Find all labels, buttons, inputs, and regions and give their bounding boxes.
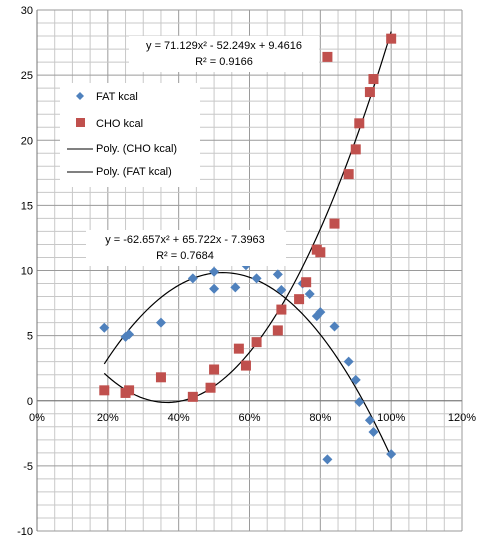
fat-point [276, 285, 287, 296]
fat-point [350, 374, 361, 385]
y-tick-label: 25 [21, 70, 33, 82]
data-points [99, 33, 397, 465]
fat-equation-annotation: y = -62.657x² + 65.722x - 7.3963 R² = 0.… [86, 230, 286, 266]
fat-equation-text: y = -62.657x² + 65.722x - 7.3963 [105, 234, 265, 246]
x-tick-label: 20% [97, 412, 119, 424]
cho-equation-box [129, 36, 319, 72]
cho-trendline [103, 31, 392, 404]
y-tick-label: -5 [23, 461, 33, 473]
cho-point [368, 74, 379, 85]
y-tick-label: -10 [17, 526, 33, 538]
axes [36, 10, 462, 531]
x-tick-label: 40% [168, 412, 190, 424]
fat-point [329, 321, 340, 332]
cho-r2-text: R² = 0.9166 [195, 56, 253, 68]
legend-fat-marker [76, 92, 84, 100]
y-tick-label: 5 [27, 331, 33, 343]
cho-point [354, 118, 365, 129]
fat-point [209, 266, 220, 277]
legend-cho-trend-label: Poly. (CHO kcal) [96, 143, 177, 155]
legend-cho-marker [76, 118, 85, 127]
fat-point [315, 307, 326, 318]
cho-point [124, 385, 135, 396]
cho-point [364, 87, 375, 98]
cho-point [251, 337, 262, 348]
cho-point [301, 277, 312, 288]
cho-point [294, 294, 305, 305]
fat-trendline [103, 272, 392, 458]
x-tick-label: 60% [238, 412, 260, 424]
legend-fat-trend-label: Poly. (FAT kcal) [96, 166, 172, 178]
fat-point [386, 449, 397, 460]
fat-point [155, 317, 166, 328]
fat-point [124, 329, 135, 340]
fat-point [99, 322, 110, 333]
fat-point [322, 454, 333, 465]
cho-point [350, 144, 361, 155]
fat-point [304, 288, 315, 299]
legend-box [60, 83, 200, 187]
y-tick-label: 20 [21, 135, 33, 147]
cho-point [240, 360, 251, 371]
y-tick-label: 30 [21, 5, 33, 17]
cho-point [322, 51, 333, 62]
legend-fat-label: FAT kcal [96, 91, 138, 103]
y-tick-labels: -10 -5 0 5 10 15 20 25 30 [17, 5, 33, 538]
fat-point [343, 356, 354, 367]
legend-cho-label: CHO kcal [96, 118, 143, 130]
fat-point [272, 269, 283, 280]
cho-equation-text: y = 71.129x² - 52.249x + 9.4616 [146, 40, 302, 52]
fat-point [120, 331, 131, 342]
fat-point [187, 273, 198, 284]
cho-point [276, 304, 287, 315]
x-tick-label: 120% [448, 412, 476, 424]
trendlines [103, 31, 392, 458]
cho-point [272, 325, 283, 336]
x-tick-label: 80% [309, 412, 331, 424]
x-tick-label: 100% [377, 412, 405, 424]
cho-point [329, 218, 340, 229]
cho-point [233, 343, 244, 354]
legend: FAT kcal CHO kcal Poly. (CHO kcal) Poly.… [60, 83, 200, 187]
fat-point [354, 397, 365, 408]
x-tick-label: 0% [29, 412, 45, 424]
cho-point [187, 391, 198, 402]
cho-point [155, 372, 166, 383]
y-tick-label: 15 [21, 200, 33, 212]
fat-point [251, 273, 262, 284]
cho-point [99, 385, 110, 396]
fat-point [209, 283, 220, 294]
y-tick-label: 0 [27, 396, 33, 408]
fat-equation-box [86, 230, 286, 266]
fat-point [230, 282, 241, 293]
cho-point [386, 33, 397, 44]
cho-point [315, 247, 326, 258]
x-tick-labels: 0% 20% 40% 60% 80% 100% 120% [29, 412, 476, 424]
cho-point [343, 169, 354, 180]
y-tick-label: 10 [21, 266, 33, 278]
fat-point [368, 427, 379, 438]
fat-r2-text: R² = 0.7684 [156, 250, 214, 262]
cho-point [205, 382, 216, 393]
cho-point [209, 364, 220, 375]
cho-equation-annotation: y = 71.129x² - 52.249x + 9.4616 R² = 0.9… [129, 36, 319, 72]
fat-point [364, 415, 375, 426]
